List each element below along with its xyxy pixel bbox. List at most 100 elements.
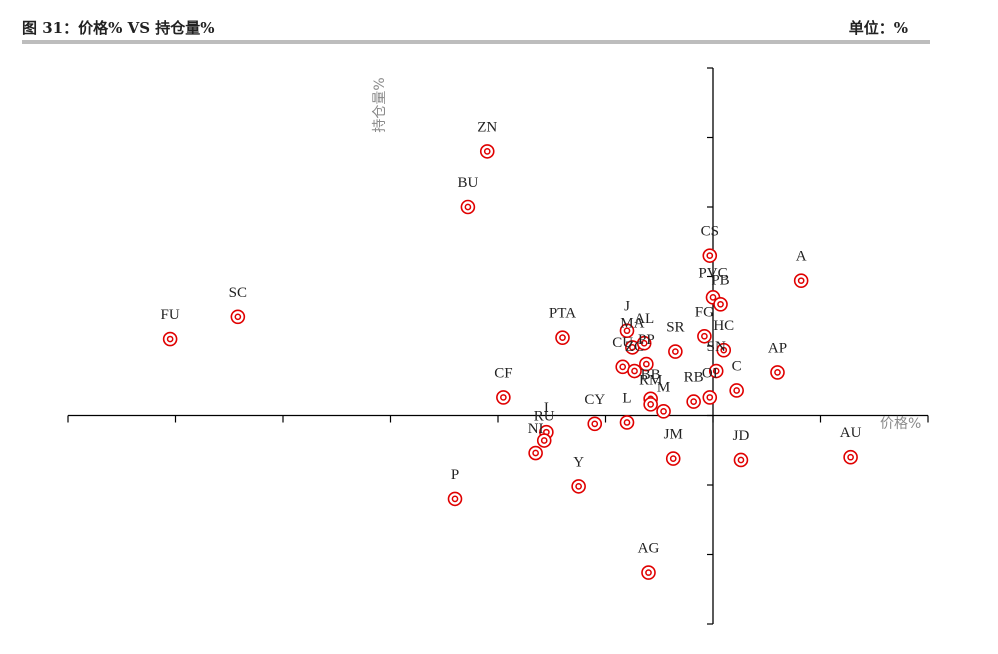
- data-point-cs: CS: [701, 224, 719, 263]
- data-point-sn: SN: [707, 339, 726, 379]
- axes: [67, 67, 929, 625]
- chart-header: 图 31：价格% VS 持仓量% 单位：%: [22, 14, 930, 42]
- point-label: CF: [494, 365, 512, 381]
- point-label: PTA: [549, 306, 576, 322]
- point-marker: [729, 383, 744, 398]
- point-marker: [460, 199, 476, 215]
- point-label: P: [451, 467, 459, 483]
- point-marker: [716, 342, 732, 358]
- data-point-sr: SR: [666, 320, 685, 359]
- point-marker-inner: [464, 203, 472, 211]
- point-marker-inner: [774, 369, 781, 376]
- point-label: SR: [666, 320, 684, 336]
- point-marker-inner: [647, 401, 655, 408]
- point-marker-inner: [717, 300, 724, 308]
- point-label: FG: [695, 304, 714, 320]
- point-marker: [668, 344, 683, 359]
- point-label: RM: [639, 372, 662, 388]
- point-label: MA: [620, 315, 644, 331]
- point-label: C: [732, 358, 742, 374]
- point-label: JM: [664, 427, 683, 443]
- point-label: Y: [573, 454, 584, 470]
- point-marker-inner: [451, 495, 459, 503]
- point-marker: [713, 296, 728, 312]
- point-marker-inner: [660, 407, 667, 415]
- point-label: HC: [713, 318, 734, 334]
- x-axis-title: 价格%: [880, 416, 921, 432]
- point-label: NI: [528, 421, 544, 437]
- point-label: JD: [733, 428, 750, 444]
- point-marker-inner: [483, 148, 491, 155]
- point-marker: [643, 397, 658, 412]
- point-marker: [447, 491, 463, 507]
- point-marker: [528, 445, 543, 461]
- data-point-sc: SC: [229, 285, 247, 325]
- point-marker-inner: [532, 449, 539, 457]
- data-point-cy: CY: [584, 392, 605, 432]
- point-label: A: [796, 249, 807, 265]
- point-marker: [639, 356, 654, 372]
- point-marker: [496, 390, 511, 405]
- data-point-a: A: [793, 249, 809, 288]
- point-marker-inner: [575, 483, 582, 490]
- point-marker-inner: [540, 437, 548, 444]
- point-marker-inner: [559, 334, 566, 342]
- point-marker: [587, 416, 603, 432]
- point-label: RU: [534, 409, 555, 425]
- point-label: L: [622, 390, 631, 406]
- point-marker: [665, 451, 681, 466]
- point-marker: [636, 335, 652, 351]
- data-point-rb: RB: [684, 370, 704, 409]
- point-marker-inner: [701, 332, 708, 340]
- point-marker: [843, 449, 858, 465]
- point-marker-inner: [712, 367, 720, 375]
- data-point-l: L: [619, 390, 635, 430]
- point-marker-inner: [623, 327, 631, 335]
- point-marker-inner: [645, 569, 652, 576]
- data-point-hc: HC: [713, 318, 734, 358]
- y-axis-title: 持仓量%: [372, 77, 388, 132]
- point-label: M: [657, 379, 670, 395]
- point-marker: [571, 479, 586, 494]
- data-point-jd: JD: [733, 428, 750, 468]
- point-label: ZC: [625, 339, 644, 355]
- point-label: CU: [612, 335, 633, 351]
- data-point-oi: OI: [702, 365, 718, 405]
- point-marker-inner: [706, 252, 714, 259]
- data-point-pp: PP: [638, 332, 655, 372]
- data-point-fu: FU: [161, 307, 180, 347]
- data-point-m: M: [656, 379, 671, 419]
- point-marker: [702, 390, 718, 405]
- point-marker-inner: [720, 346, 728, 354]
- data-point-rm: RM: [639, 372, 662, 412]
- point-marker-inner: [629, 344, 636, 351]
- point-marker: [555, 330, 570, 345]
- point-label: AP: [768, 340, 787, 356]
- point-marker: [230, 309, 246, 325]
- point-marker-inner: [737, 456, 745, 464]
- point-label: AG: [638, 541, 660, 557]
- point-label: PP: [638, 332, 655, 348]
- data-point-ap: AP: [768, 340, 787, 380]
- point-label: J: [624, 299, 630, 315]
- point-label: I: [544, 400, 549, 416]
- point-marker-inner: [591, 420, 599, 428]
- data-point-ni: NI: [528, 421, 544, 461]
- data-point-zc: ZC: [625, 339, 644, 379]
- point-marker: [641, 565, 656, 580]
- data-point-pb: PB: [711, 272, 730, 312]
- point-marker: [697, 328, 712, 344]
- data-point-y: Y: [571, 454, 586, 494]
- point-marker: [536, 433, 552, 448]
- point-label: AU: [840, 425, 862, 441]
- chart-title: 图 31：价格% VS 持仓量%: [22, 19, 215, 37]
- point-marker: [162, 331, 178, 347]
- point-marker: [627, 363, 642, 379]
- point-marker-inner: [234, 313, 242, 321]
- point-marker-inner: [797, 277, 805, 285]
- point-marker-inner: [640, 339, 648, 347]
- point-marker-inner: [847, 453, 854, 461]
- point-label: ZN: [477, 119, 497, 135]
